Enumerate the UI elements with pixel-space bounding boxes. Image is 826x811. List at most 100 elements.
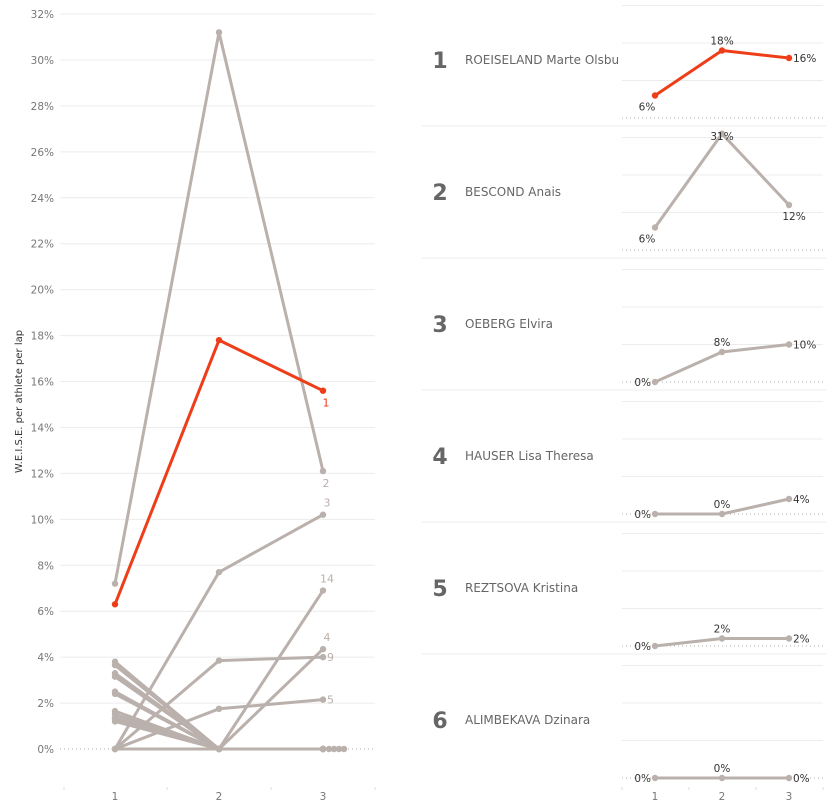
series-line	[113, 690, 325, 751]
data-label: 0%	[634, 773, 651, 785]
data-point	[319, 696, 327, 703]
series-3: 3	[111, 497, 331, 753]
series-1: 1	[111, 336, 330, 608]
data-point	[335, 745, 343, 753]
x-tick-label: 3	[320, 791, 327, 803]
data-point	[319, 587, 327, 594]
series-j	[111, 718, 327, 753]
small-multiples: 1 ROEISELAND Marte Olsbu 6% 18% 16% 2 BESCOND …	[422, 5, 826, 785]
data-point	[215, 705, 223, 713]
y-tick-label: 18%	[31, 331, 54, 343]
data-point	[111, 661, 119, 669]
y-tick-label: 26%	[31, 147, 54, 159]
main-series: 2 3 14 4 9 5 1	[111, 29, 348, 753]
y-tick-label: 14%	[31, 422, 54, 434]
athlete-rank: 4	[432, 445, 447, 470]
y-tick-label: 12%	[31, 468, 54, 480]
data-label: 0%	[714, 499, 731, 511]
data-label: 0%	[793, 773, 810, 785]
data-point	[111, 673, 119, 680]
series-end-label: 5	[327, 694, 334, 707]
athlete-name: REZTSOVA Kristina	[465, 581, 578, 595]
athlete-name: BESCOND Anais	[465, 185, 561, 199]
data-point	[215, 745, 223, 753]
data-point	[718, 635, 726, 642]
series-line	[113, 30, 325, 586]
data-point	[111, 718, 119, 725]
y-tick-label: 4%	[37, 652, 54, 664]
data-label: 31%	[710, 131, 733, 143]
athlete-row-2: 2 BESCOND Anais 6% 31% 12%	[422, 130, 826, 259]
data-point	[785, 54, 793, 62]
data-point	[215, 336, 223, 344]
data-label: 0%	[634, 641, 651, 653]
data-point	[215, 29, 223, 36]
series-end-label: 4	[324, 631, 331, 644]
data-point	[718, 130, 726, 137]
athlete-line	[653, 132, 791, 229]
y-tick-label: 32%	[31, 9, 54, 21]
data-point	[215, 657, 223, 664]
series-end-label: 2	[323, 477, 330, 490]
data-point	[718, 774, 726, 782]
series-end-label: 9	[327, 651, 334, 664]
y-tick-label: 2%	[37, 698, 54, 710]
data-label: 2%	[714, 624, 731, 636]
data-point	[330, 745, 338, 753]
data-point	[319, 745, 327, 753]
athlete-rank: 2	[432, 181, 447, 206]
y-tick-label: 0%	[37, 744, 54, 756]
data-point	[319, 653, 327, 661]
series-end-label: 14	[320, 573, 334, 586]
data-label: 12%	[782, 211, 805, 223]
data-point	[319, 387, 327, 394]
x-tick-label: 2	[216, 791, 223, 803]
x-tick-label: 1	[652, 791, 659, 803]
athlete-row-5: 5 REZTSOVA Kristina 0% 2% 2%	[422, 533, 826, 655]
y-tick-label: 10%	[31, 514, 54, 526]
athlete-row-6: 6 ALIMBEKAVA Dzinara 0% 0% 0%	[432, 665, 823, 785]
x-tick-label: 1	[112, 791, 119, 803]
main-x-axis: 1 2 3	[63, 787, 376, 803]
data-point	[340, 745, 348, 753]
main-y-axis: 0% 2% 4% 6% 8% 10% 12% 14% 16% 18% 20% 22% 24% 26% 28%…	[31, 9, 54, 756]
athlete-rank: 3	[432, 313, 447, 338]
data-point	[785, 774, 793, 782]
data-label: 2%	[793, 634, 810, 646]
data-point	[651, 224, 659, 231]
y-tick-label: 20%	[31, 285, 54, 297]
data-label: 18%	[710, 36, 733, 48]
series-2: 2	[111, 29, 330, 587]
data-label: 4%	[793, 494, 810, 506]
data-point	[785, 495, 793, 503]
series-end-label: 1	[323, 397, 330, 410]
data-label: 0%	[634, 509, 651, 521]
data-label: 6%	[639, 102, 656, 114]
athlete-name: OEBERG Elvira	[465, 317, 553, 331]
data-label: 16%	[793, 53, 816, 65]
series-line	[113, 338, 325, 606]
series-line	[113, 713, 325, 751]
data-label: 8%	[714, 337, 731, 349]
data-point	[718, 510, 726, 518]
y-tick-label: 28%	[31, 101, 54, 113]
y-tick-label: 8%	[37, 560, 54, 572]
data-point	[319, 511, 327, 518]
data-point	[319, 467, 327, 475]
athlete-line	[654, 49, 790, 97]
data-point	[718, 47, 726, 54]
athlete-row-4: 4 HAUSER Lisa Theresa 0% 0% 4%	[422, 401, 826, 523]
data-point	[785, 201, 793, 209]
data-point	[651, 510, 659, 518]
athlete-rank: 5	[432, 577, 447, 602]
data-label: 10%	[793, 340, 816, 352]
series-end-label: 3	[324, 497, 331, 510]
y-axis-label: W.E.I.S.E. per athlete per lap	[14, 330, 25, 473]
athlete-row-1: 1 ROEISELAND Marte Olsbu 6% 18% 16%	[422, 5, 826, 127]
y-tick-label: 24%	[31, 193, 54, 205]
data-point	[325, 745, 333, 753]
y-tick-label: 6%	[37, 606, 54, 618]
data-point	[111, 601, 119, 608]
y-tick-label: 30%	[31, 55, 54, 67]
